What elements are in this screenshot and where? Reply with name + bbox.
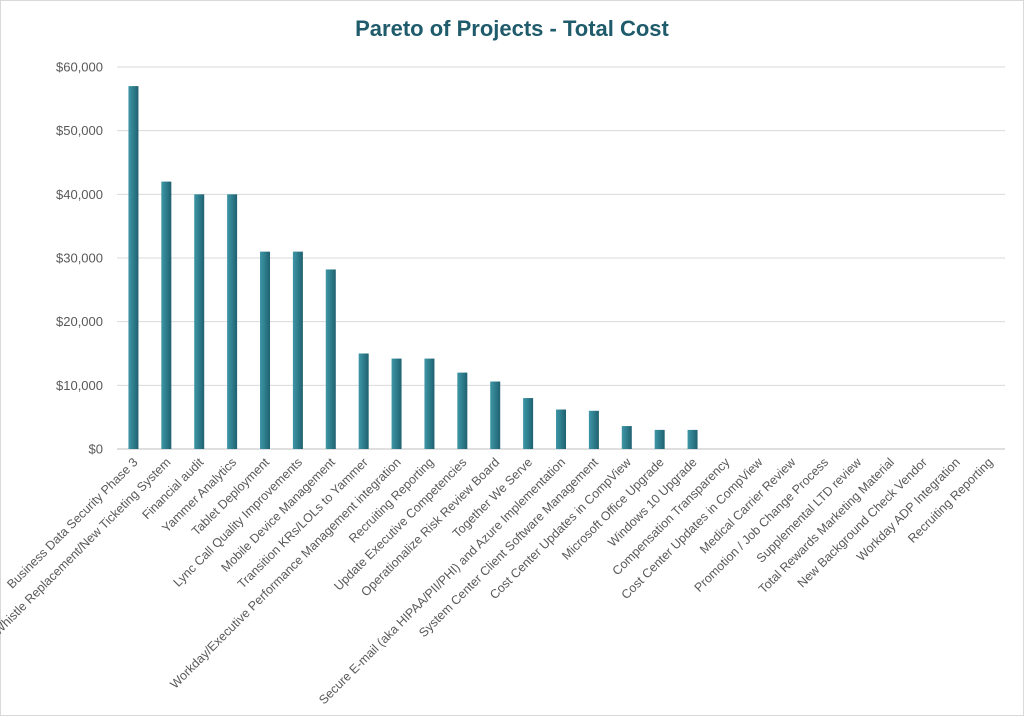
bar — [325, 269, 336, 449]
bar — [227, 194, 238, 449]
bar — [457, 372, 468, 449]
bar — [588, 410, 599, 449]
y-tick-label: $40,000 — [56, 187, 103, 202]
bar — [161, 181, 172, 449]
bar — [391, 358, 402, 449]
gridlines — [117, 66, 1005, 450]
bar — [128, 86, 139, 449]
bar — [358, 353, 369, 449]
bar — [687, 429, 698, 449]
bars — [128, 86, 698, 449]
y-axis-tick-labels: $0 $10,000 $20,000 $30,000 $40,000 $50,000 $60… — [56, 60, 103, 457]
bar — [654, 429, 665, 449]
x-category-label: Secure E-mail (aka HIPAA/PII/PHI) and Az… — [316, 455, 568, 707]
bar — [292, 251, 303, 449]
y-tick-label: $30,000 — [56, 251, 103, 266]
y-tick-label: $20,000 — [56, 314, 103, 329]
y-tick-label: $50,000 — [56, 123, 103, 138]
chart-title: Pareto of Projects - Total Cost — [355, 16, 669, 41]
bar — [260, 251, 270, 449]
y-tick-label: $0 — [89, 442, 103, 457]
x-category-label: Business Data Security Phase 3 — [4, 455, 140, 591]
y-tick-label: $10,000 — [56, 378, 103, 393]
bar — [424, 358, 435, 449]
bar — [194, 194, 205, 449]
bar — [523, 398, 534, 449]
bar — [490, 381, 501, 449]
bar — [621, 426, 632, 449]
x-category-label: Whistle Replacement/New Ticketing System — [0, 455, 173, 638]
y-tick-label: $60,000 — [56, 60, 103, 75]
bar — [556, 409, 566, 449]
